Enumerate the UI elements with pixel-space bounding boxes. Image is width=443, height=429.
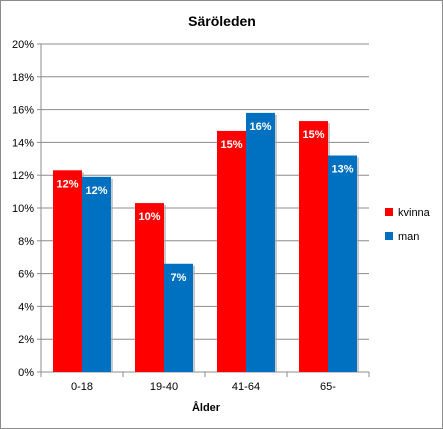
legend-label-man: man — [398, 231, 419, 243]
data-label: 16% — [249, 121, 271, 133]
x-axis-title: Ålder — [192, 401, 221, 414]
data-label: 15% — [220, 139, 242, 151]
x-axis-ticks: 0-18 19-40 41-64 65- — [71, 381, 336, 393]
bar-kvinna-0-18 — [53, 170, 82, 372]
legend-swatch-kvinna — [385, 208, 393, 216]
legend: kvinna man — [385, 207, 431, 243]
y-tick-label: 6% — [18, 269, 34, 281]
legend-swatch-man — [385, 232, 393, 240]
data-label: 12% — [85, 185, 107, 197]
legend-label-kvinna: kvinna — [398, 207, 431, 219]
x-tick-label: 65- — [320, 381, 336, 393]
y-tick-label: 20% — [12, 39, 34, 51]
chart-title: Säröleden — [188, 13, 256, 29]
bar-kvinna-19-40 — [135, 203, 164, 372]
y-tick-label: 14% — [12, 137, 34, 149]
data-label: 13% — [331, 164, 353, 176]
bar-man-0-18 — [82, 176, 111, 372]
bar-kvinna-41-64 — [217, 130, 246, 372]
y-tick-label: 16% — [12, 105, 34, 117]
x-tick-label: 0-18 — [71, 381, 93, 393]
y-axis-ticks: 0% 2% 4% 6% 8% 10% 12% 14% 16% 18% 20% — [12, 39, 34, 379]
x-tick-label: 41-64 — [232, 381, 260, 393]
data-label: 7% — [171, 272, 187, 284]
y-tick-label: 2% — [18, 334, 34, 346]
y-tick-label: 8% — [18, 236, 34, 248]
y-tick-label: 18% — [12, 72, 34, 84]
bar-man-41-64 — [246, 112, 275, 372]
data-label: 10% — [138, 211, 160, 223]
bar-kvinna-65- — [299, 121, 328, 372]
bars — [53, 112, 359, 372]
data-label: 15% — [302, 129, 324, 141]
bar-man-19-40 — [164, 263, 193, 372]
data-labels: 12% 10% 15% 15% 12% 7% 16% 13% — [56, 121, 353, 284]
y-tick-label: 0% — [18, 367, 34, 379]
y-tick-label: 12% — [12, 170, 34, 182]
y-tick-label: 10% — [12, 203, 34, 215]
y-tick-label: 4% — [18, 301, 34, 313]
x-tick-label: 19-40 — [150, 381, 178, 393]
bar-man-65- — [328, 155, 357, 372]
data-label: 12% — [56, 178, 78, 190]
